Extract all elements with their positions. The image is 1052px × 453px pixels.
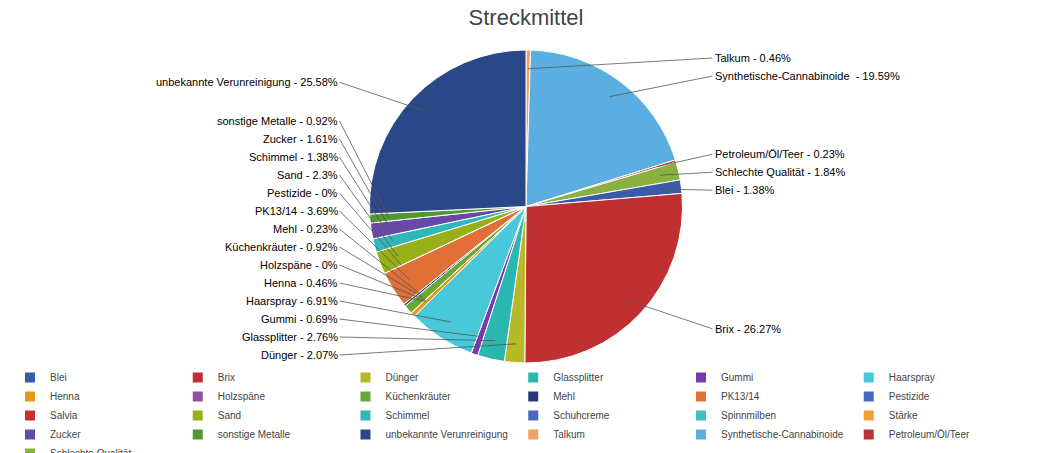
svg-text:Dünger - 2.07%: Dünger - 2.07% [261, 349, 338, 361]
svg-text:Gummi - 0.69%: Gummi - 0.69% [261, 313, 338, 325]
svg-text:Schuhcreme: Schuhcreme [553, 410, 610, 421]
svg-text:Talkum - 0.46%: Talkum - 0.46% [715, 52, 791, 64]
svg-text:Sand: Sand [218, 410, 241, 421]
svg-text:Küchenkräuter - 0.92%: Küchenkräuter - 0.92% [225, 241, 338, 253]
svg-text:Sand - 2.3%: Sand - 2.3% [277, 169, 338, 181]
svg-text:PK13/14 - 3.69%: PK13/14 - 3.69% [255, 205, 338, 217]
svg-text:Brix - 26.27%: Brix - 26.27% [715, 323, 781, 335]
svg-text:sonstige Metalle - 0.92%: sonstige Metalle - 0.92% [217, 115, 338, 127]
svg-text:Mehl - 0.23%: Mehl - 0.23% [273, 223, 338, 235]
svg-text:Glassplitter: Glassplitter [553, 372, 604, 383]
svg-text:Schlechte Qualität: Schlechte Qualität [50, 448, 131, 453]
svg-text:unbekannte Verunreinigung - 25: unbekannte Verunreinigung - 25.58% [156, 76, 338, 88]
svg-text:Schimmel: Schimmel [385, 410, 429, 421]
svg-text:sonstige Metalle: sonstige Metalle [218, 429, 291, 440]
svg-text:Salvia: Salvia [50, 410, 78, 421]
svg-text:Schimmel - 1.38%: Schimmel - 1.38% [249, 151, 338, 163]
svg-text:Dünger: Dünger [385, 372, 418, 383]
svg-text:Synthetische-Cannabinoide: Synthetische-Cannabinoide [721, 429, 844, 440]
svg-text:Pestizide - 0%: Pestizide - 0% [267, 187, 338, 199]
svg-text:Blei: Blei [50, 372, 67, 383]
svg-text:Petroleum/Öl/Teer: Petroleum/Öl/Teer [889, 429, 970, 440]
svg-text:Haarspray: Haarspray [889, 372, 935, 383]
svg-text:Küchenkräuter: Küchenkräuter [385, 391, 451, 402]
svg-text:Petroleum/Öl/Teer - 0.23%: Petroleum/Öl/Teer - 0.23% [715, 148, 845, 160]
svg-text:Henna - 0.46%: Henna - 0.46% [264, 277, 338, 289]
svg-text:Blei - 1.38%: Blei - 1.38% [715, 184, 775, 196]
svg-text:Spinnmilben: Spinnmilben [721, 410, 776, 421]
svg-text:Stärke: Stärke [889, 410, 918, 421]
svg-text:Talkum: Talkum [553, 429, 585, 440]
svg-text:Mehl: Mehl [553, 391, 575, 402]
svg-text:Henna: Henna [50, 391, 80, 402]
svg-text:Synthetische-Cannabinoide - 1: Synthetische-Cannabinoide - 19.59% [715, 70, 900, 82]
svg-text:Streckmittel: Streckmittel [469, 5, 584, 30]
svg-text:Holzspäne - 0%: Holzspäne - 0% [260, 259, 338, 271]
svg-text:Holzspäne: Holzspäne [218, 391, 266, 402]
svg-text:Haarspray - 6.91%: Haarspray - 6.91% [246, 295, 338, 307]
svg-text:Zucker: Zucker [50, 429, 81, 440]
svg-text:Brix: Brix [218, 372, 235, 383]
svg-text:PK13/14: PK13/14 [721, 391, 760, 402]
svg-text:Schlechte Qualität - 1.84%: Schlechte Qualität - 1.84% [715, 166, 845, 178]
svg-text:Zucker - 1.61%: Zucker - 1.61% [263, 133, 338, 145]
svg-text:unbekannte Verunreinigung: unbekannte Verunreinigung [385, 429, 507, 440]
svg-text:Pestizide: Pestizide [889, 391, 930, 402]
svg-text:Gummi: Gummi [721, 372, 753, 383]
svg-text:Glassplitter - 2.76%: Glassplitter - 2.76% [242, 331, 338, 343]
